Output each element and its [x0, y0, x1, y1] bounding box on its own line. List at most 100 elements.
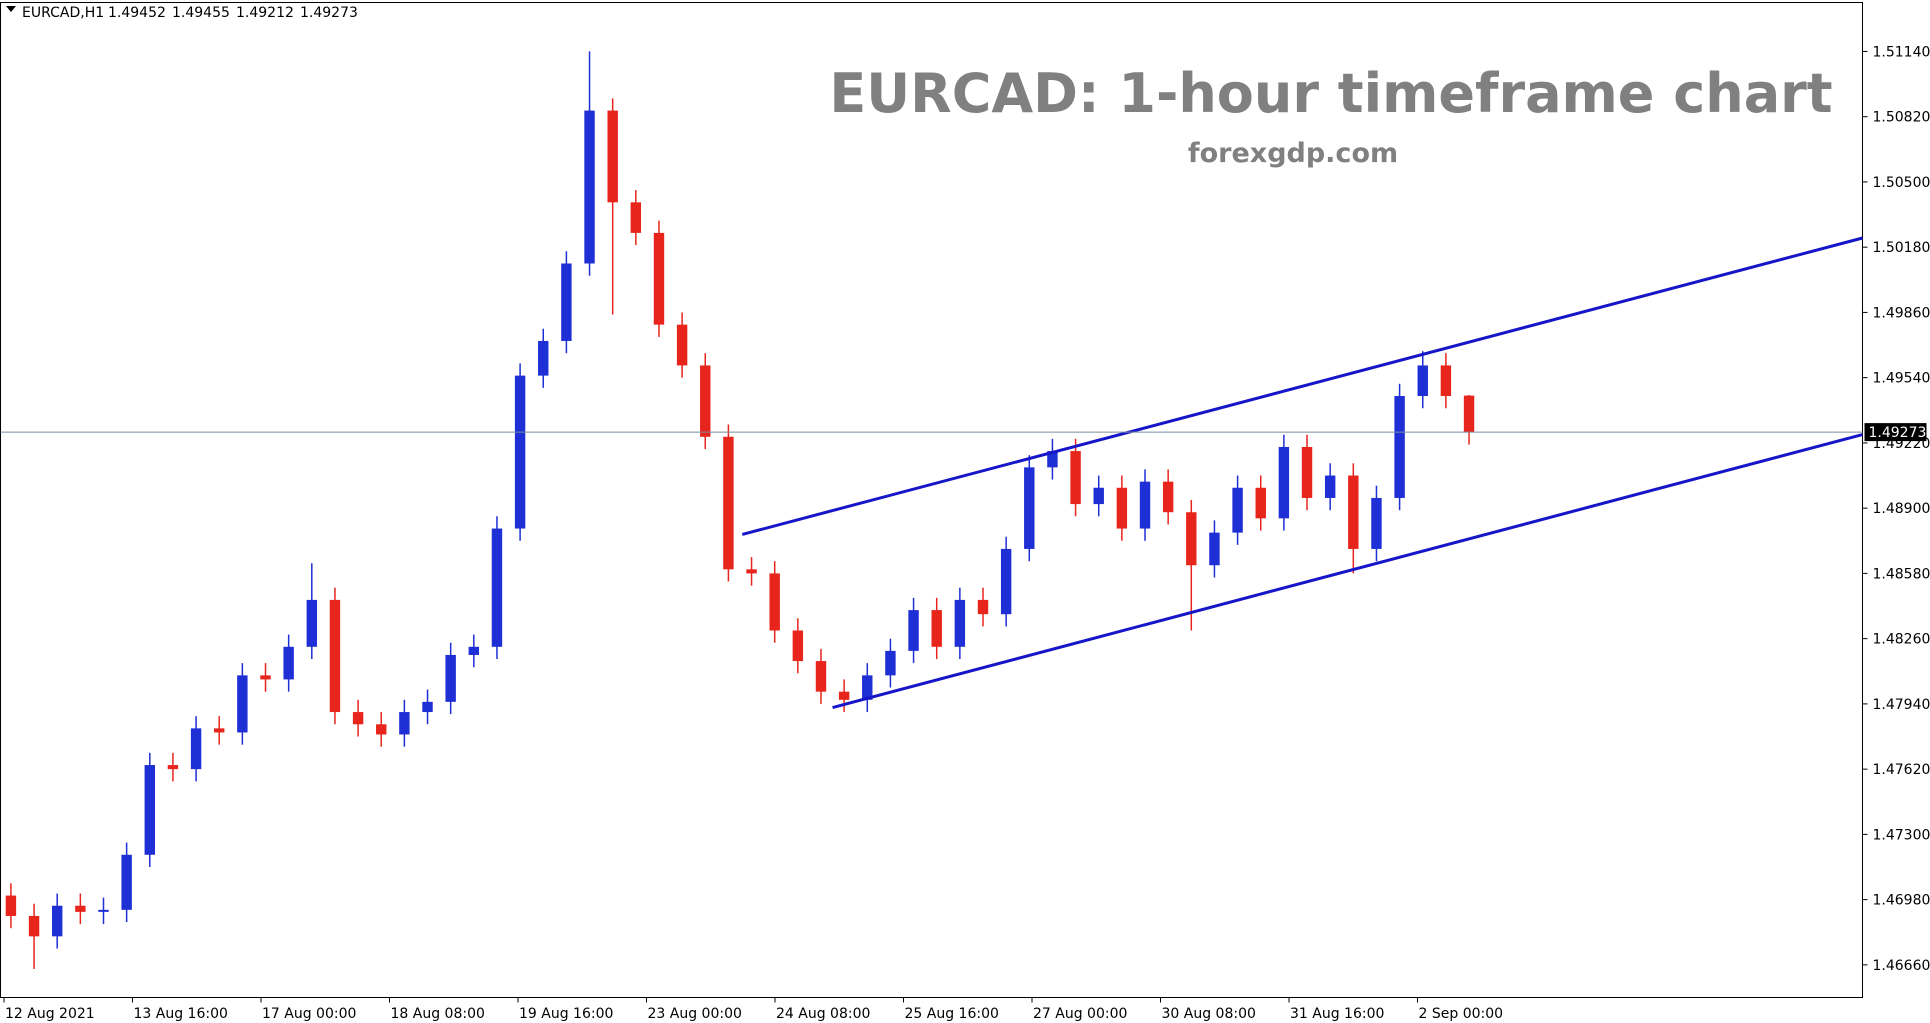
candle-body	[1278, 446, 1290, 519]
candle-body	[1186, 512, 1197, 566]
candle-body	[28, 915, 40, 937]
x-tick-label: 31 Aug 16:00	[1290, 1006, 1384, 1022]
x-tick-label: 12 Aug 2021	[5, 1006, 95, 1022]
x-tick-label: 30 Aug 08:00	[1162, 1006, 1256, 1022]
candle-body	[260, 675, 271, 680]
candle-body	[237, 675, 248, 733]
menu-triangle[interactable]	[6, 6, 16, 12]
candle-body	[676, 324, 688, 366]
candle-body	[306, 599, 318, 647]
candle-body	[653, 232, 665, 325]
price-label: 1.49273	[1869, 425, 1927, 441]
chart-title: EURCAD: 1-hour timeframe chart	[829, 62, 1832, 125]
y-tick-label: 1.46660	[1873, 958, 1930, 974]
candle-body	[630, 202, 642, 233]
candle-body	[491, 528, 503, 647]
plot-frame	[0, 2, 1863, 998]
header-open: 1.49452	[108, 5, 166, 21]
candle-body	[908, 610, 919, 651]
candle-body	[283, 646, 294, 680]
candle-body	[514, 375, 526, 529]
candle-body	[584, 110, 595, 264]
header-high: 1.49455	[172, 5, 230, 21]
header-low: 1.49212	[236, 5, 294, 21]
candle-body	[399, 712, 410, 735]
trendline	[832, 433, 1863, 710]
candle-body	[445, 654, 456, 702]
candle-body	[1070, 451, 1081, 505]
y-tick-label: 1.48260	[1873, 632, 1930, 648]
candle-body	[977, 599, 989, 615]
y-tick-label: 1.47940	[1873, 697, 1930, 713]
candle-body	[1047, 451, 1058, 468]
candle-body	[1000, 548, 1012, 615]
candle-body	[746, 569, 757, 574]
y-tick-label: 1.49540	[1873, 371, 1930, 387]
candle-body	[1093, 487, 1104, 505]
candle-body	[954, 599, 966, 647]
candle-body	[1394, 396, 1405, 498]
candle-body	[1324, 475, 1336, 498]
candle-body	[607, 110, 618, 203]
candle-body	[1255, 487, 1266, 519]
symbol: EURCAD,H1	[22, 5, 104, 21]
trendline	[741, 236, 1863, 536]
candle-body	[862, 675, 873, 700]
candle-body	[538, 340, 549, 376]
candle-body	[1348, 475, 1359, 549]
candle-body	[1463, 395, 1475, 433]
x-tick-label: 18 Aug 08:00	[391, 1006, 485, 1022]
candle-body	[885, 650, 896, 676]
y-tick-label: 1.47300	[1873, 827, 1930, 843]
candle-body	[931, 610, 942, 647]
x-tick-label: 27 Aug 00:00	[1033, 1006, 1127, 1022]
candle-body	[190, 728, 202, 770]
candle-body	[1232, 487, 1243, 533]
candle-body	[1139, 481, 1151, 529]
y-tick-label: 1.51140	[1873, 44, 1930, 60]
x-tick-label: 24 Aug 08:00	[776, 1006, 870, 1022]
y-tick-label: 1.49860	[1873, 305, 1930, 321]
candle-body	[75, 905, 86, 912]
candle-body	[700, 365, 711, 437]
candle-body	[838, 691, 850, 700]
candle-body	[1024, 467, 1035, 549]
candle-body	[167, 765, 179, 770]
candle-body	[376, 724, 387, 735]
y-tick-label: 1.46980	[1873, 893, 1930, 909]
candle-body	[1440, 365, 1452, 397]
header: EURCAD,H1 1.49452 1.49455 1.49212 1.4927…	[22, 5, 358, 21]
candle-body	[1301, 446, 1313, 498]
price-label-box	[1864, 423, 1927, 442]
candle-body	[769, 573, 780, 631]
candle-body	[1116, 487, 1128, 529]
y-tick-label: 1.50820	[1873, 110, 1930, 126]
y-tick-label: 1.48580	[1873, 566, 1930, 582]
candle-body	[1209, 532, 1220, 566]
candle-body	[51, 905, 63, 937]
candle-body	[121, 854, 132, 910]
candle-body	[723, 436, 734, 570]
candle-body	[329, 599, 341, 713]
candle-body	[468, 646, 480, 655]
x-tick-label: 19 Aug 16:00	[519, 1006, 613, 1022]
x-tick-label: 25 Aug 16:00	[905, 1006, 999, 1022]
chart-subtitle: forexgdp.com	[1188, 138, 1398, 169]
x-tick-label: 2 Sep 00:00	[1419, 1006, 1504, 1022]
candle-body	[422, 701, 433, 713]
y-tick-label: 1.47620	[1873, 762, 1930, 778]
candle-body	[1417, 365, 1428, 397]
x-tick-label: 17 Aug 00:00	[262, 1006, 356, 1022]
header-close: 1.49273	[300, 5, 358, 21]
candle-body	[214, 728, 225, 733]
candle-body	[1162, 481, 1174, 513]
candle-body	[5, 895, 17, 916]
x-tick-label: 13 Aug 16:00	[134, 1006, 228, 1022]
candle-body	[352, 712, 364, 725]
candle-body	[144, 765, 155, 855]
candle-body	[98, 909, 109, 912]
y-tick-label: 1.50500	[1873, 175, 1930, 191]
y-tick-label: 1.48900	[1873, 501, 1930, 517]
candle-body	[792, 630, 804, 662]
